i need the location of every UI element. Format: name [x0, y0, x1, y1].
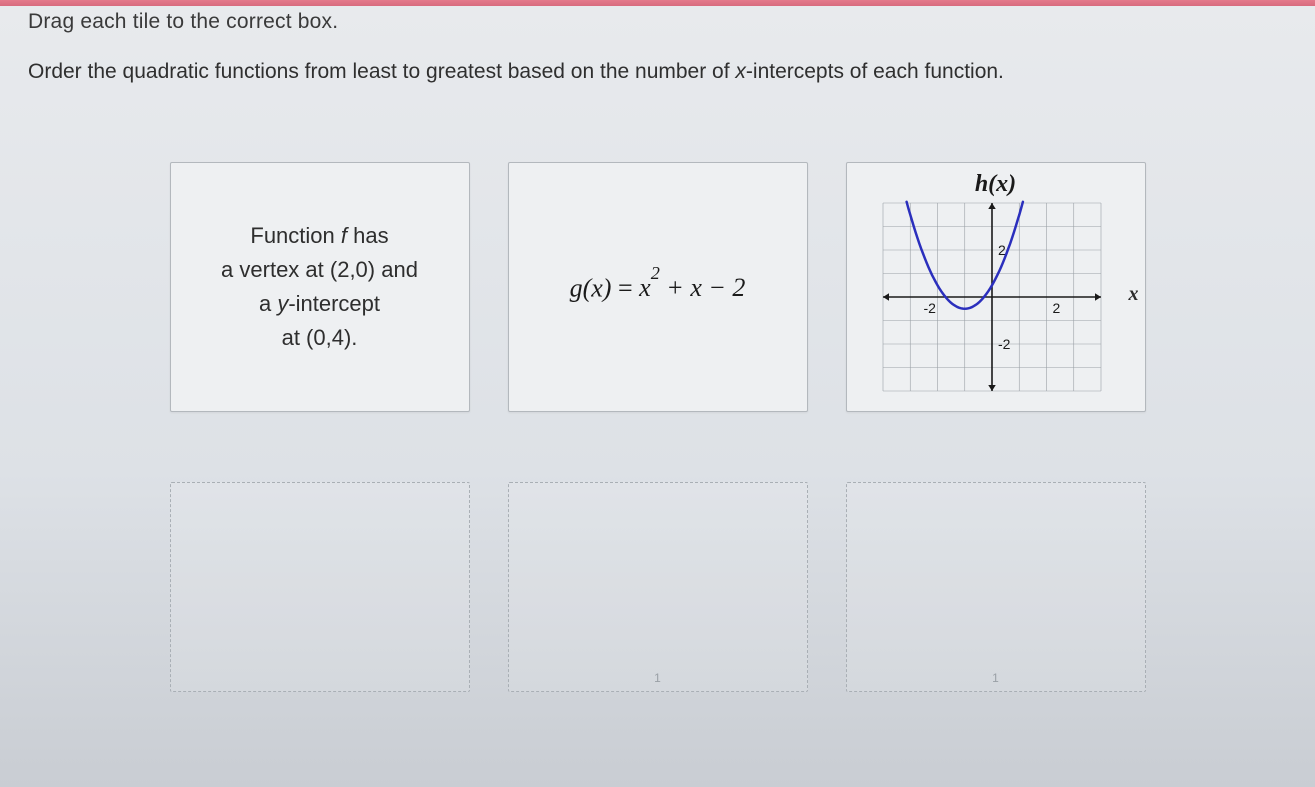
dropzone-1[interactable]	[170, 482, 470, 692]
h-chart-svg: -22-22	[865, 197, 1129, 401]
dropzone-3[interactable]: 1	[846, 482, 1146, 692]
dropzone-3-marker: 1	[992, 671, 999, 685]
instructions-block: Drag each tile to the correct box. Order…	[0, 6, 1315, 84]
dropzone-2[interactable]: 1	[508, 482, 808, 692]
tile-g-lhs: g(x)	[570, 273, 612, 302]
tile-f-l4: at (0,4).	[282, 325, 358, 350]
instruction-line-2-post: -intercepts of each function.	[746, 60, 1004, 83]
svg-text:2: 2	[1052, 300, 1060, 316]
tiles-source-row: Function f has a vertex at (2,0) and a y…	[0, 162, 1315, 412]
svg-text:-2: -2	[998, 336, 1011, 352]
tile-f-l3-pre: a	[259, 291, 277, 316]
tile-function-g[interactable]: g(x) = x2 + x − 2	[508, 162, 808, 412]
dropzones-row: 1 1	[0, 482, 1315, 692]
tile-g-formula: g(x) = x2 + x − 2	[570, 271, 746, 304]
dropzone-2-marker: 1	[654, 671, 661, 685]
instruction-line-2-var: x	[735, 60, 746, 83]
tile-h-x-axis-label: x	[1129, 283, 1139, 306]
tile-f-l3-var: y	[277, 291, 288, 316]
instruction-line-2-pre: Order the quadratic functions from least…	[28, 60, 735, 83]
svg-text:-2: -2	[923, 300, 936, 316]
instruction-line-1: Drag each tile to the correct box.	[28, 10, 1287, 34]
tile-h-graph: h(x) -22-22 x	[847, 163, 1145, 411]
tile-g-rhs: x2 + x − 2	[639, 273, 745, 302]
tile-function-f[interactable]: Function f has a vertex at (2,0) and a y…	[170, 162, 470, 412]
instruction-line-2: Order the quadratic functions from least…	[28, 60, 1287, 84]
tile-f-l3-post: -intercept	[288, 291, 380, 316]
equals-sign: =	[618, 273, 639, 302]
tile-f-l1-post: has	[347, 223, 389, 248]
tile-f-l1-pre: Function	[250, 223, 341, 248]
tile-f-l2: a vertex at (2,0) and	[221, 257, 418, 282]
tile-f-text: Function f has a vertex at (2,0) and a y…	[207, 219, 432, 355]
tile-function-h[interactable]: h(x) -22-22 x	[846, 162, 1146, 412]
tile-h-title: h(x)	[847, 171, 1145, 198]
